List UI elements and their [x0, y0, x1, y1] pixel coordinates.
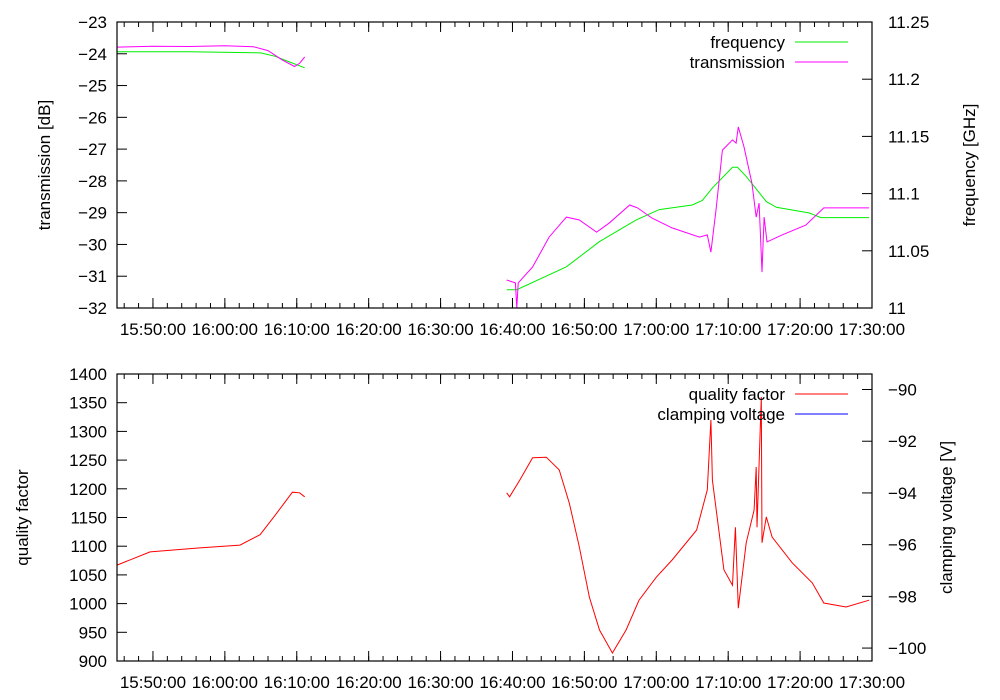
x-tick-label: 17:20:00 [767, 320, 833, 339]
plot-panel-1: 15:50:00 16:00:00 16:10:00 16:20:00 16:30:00… [35, 13, 979, 339]
x-tick-label: 16:00:00 [192, 320, 258, 339]
y2-tick-label: 11.2 [888, 70, 920, 89]
y2-tick-label: −94 [888, 484, 917, 503]
x-tick-label: 16:10:00 [264, 673, 330, 692]
x-tick-label: 16:00:00 [192, 673, 258, 692]
x-tick-label: 17:30:00 [839, 320, 905, 339]
y-tick-label: −25 [78, 77, 107, 96]
legend-label: frequency [710, 33, 785, 52]
y-axis-label: quality factor [13, 469, 32, 566]
y-tick-label: −24 [78, 45, 107, 64]
y2-tick-label: 11.25 [888, 13, 929, 32]
x-tick-label: 16:20:00 [336, 320, 402, 339]
x-tick-label: 17:10:00 [695, 673, 761, 692]
y-tick-label: 900 [79, 652, 107, 671]
y2-tick-label: 11.15 [888, 127, 929, 146]
x-tick-label: 16:30:00 [407, 673, 473, 692]
x-tick-label: 15:50:00 [120, 673, 186, 692]
series-line-frequency [117, 51, 305, 69]
y2-tick-label: −96 [888, 536, 917, 555]
plot-panel-2: 15:50:00 16:00:00 16:10:00 16:20:00 16:30:00… [13, 365, 956, 692]
x-tick-label: 17:30:00 [839, 673, 905, 692]
y-tick-label: −26 [78, 108, 107, 127]
y-tick-label: −31 [78, 267, 107, 286]
x-tick-label: 16:40:00 [479, 320, 545, 339]
y-tick-label: −28 [78, 172, 107, 191]
y2-tick-label: −98 [888, 587, 917, 606]
y-tick-label: 1400 [69, 365, 107, 384]
x-tick-label: 16:50:00 [551, 320, 617, 339]
y-tick-label: 1150 [70, 509, 107, 528]
series-line-quality-factor [116, 491, 306, 566]
plot-frame [116, 21, 873, 309]
y-tick-label: 1050 [69, 566, 107, 585]
y-tick-label: −23 [78, 13, 107, 32]
x-tick-label: 16:40:00 [479, 673, 545, 692]
series-line-transmission [506, 126, 870, 309]
x-tick-label: 16:30:00 [407, 320, 473, 339]
series-line-transmission [116, 45, 306, 68]
y2-tick-label: 11 [888, 299, 906, 318]
y2-tick-label: −100 [888, 639, 926, 658]
y-tick-label: 1100 [70, 537, 107, 556]
y-tick-label: 1000 [69, 595, 107, 614]
y-tick-label: 950 [79, 623, 107, 642]
legend-label: clamping voltage [657, 405, 785, 424]
y2-tick-label: −90 [888, 381, 917, 400]
y-axis-label: transmission [dB] [35, 100, 54, 230]
legend-label: transmission [690, 53, 785, 72]
y2-tick-label: 11.05 [888, 242, 929, 261]
y2-axis-label: clamping voltage [V] [937, 441, 956, 594]
x-tick-label: 16:20:00 [336, 673, 402, 692]
x-tick-label: 17:20:00 [767, 673, 833, 692]
x-tick-label: 17:00:00 [623, 673, 689, 692]
y-tick-label: 1250 [69, 451, 107, 470]
y2-tick-label: −92 [888, 432, 917, 451]
x-tick-label: 15:50:00 [120, 320, 186, 339]
y-tick-label: 1350 [69, 394, 107, 413]
series-line-frequency [506, 166, 870, 291]
x-tick-label: 17:00:00 [623, 320, 689, 339]
y2-tick-label: 11.1 [888, 185, 920, 204]
plot-frame [116, 373, 873, 662]
y-tick-label: −30 [78, 235, 107, 254]
y-tick-label: −27 [78, 140, 107, 159]
y-tick-label: −32 [78, 299, 107, 318]
x-tick-label: 16:50:00 [551, 673, 617, 692]
y-tick-label: 1200 [69, 480, 107, 499]
legend-label: quality factor [689, 385, 786, 404]
x-tick-label: 17:10:00 [695, 320, 761, 339]
y-tick-label: 1300 [69, 422, 107, 441]
y-tick-label: −29 [78, 204, 107, 223]
x-tick-label: 16:10:00 [264, 320, 330, 339]
y2-axis-label: frequency [GHz] [960, 104, 979, 227]
series-line-quality-factor [506, 396, 870, 654]
